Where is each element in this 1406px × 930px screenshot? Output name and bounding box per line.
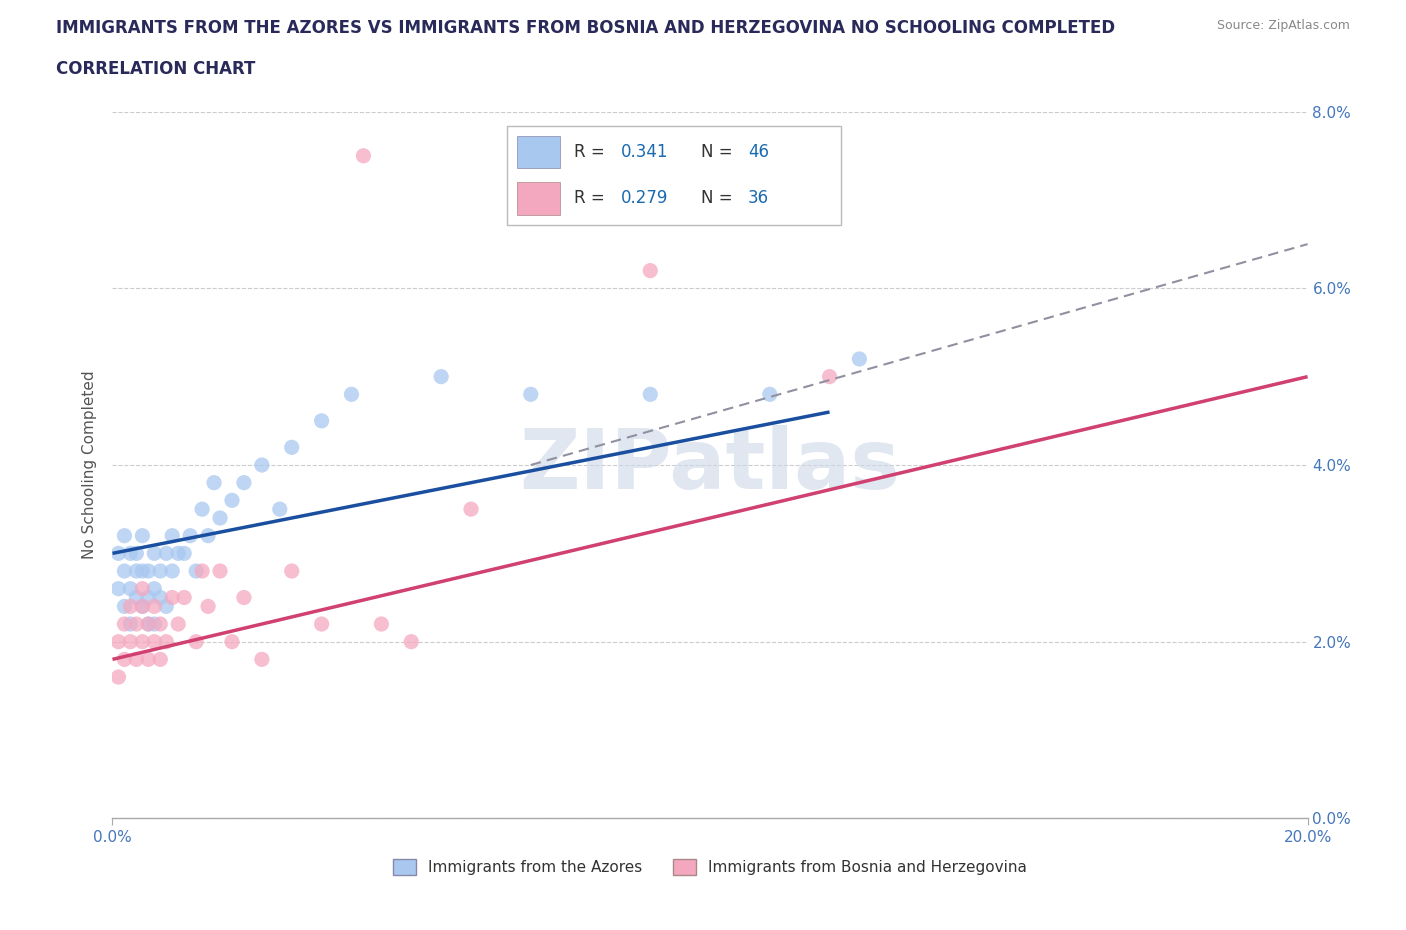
- Point: [131, 528, 153, 543]
- Point: [143, 546, 166, 561]
- Point: [125, 652, 148, 667]
- Point: [143, 617, 166, 631]
- Point: [114, 617, 135, 631]
- Point: [131, 634, 153, 649]
- Point: [430, 369, 453, 384]
- Point: [138, 564, 160, 578]
- Point: [209, 564, 232, 578]
- Point: [131, 564, 153, 578]
- Point: [197, 599, 219, 614]
- Point: [107, 634, 129, 649]
- Point: [209, 511, 232, 525]
- Point: [401, 634, 423, 649]
- Text: IMMIGRANTS FROM THE AZORES VS IMMIGRANTS FROM BOSNIA AND HERZEGOVINA NO SCHOOLIN: IMMIGRANTS FROM THE AZORES VS IMMIGRANTS…: [56, 19, 1115, 36]
- Point: [138, 617, 160, 631]
- Point: [149, 564, 172, 578]
- Point: [107, 581, 129, 596]
- Text: Source: ZipAtlas.com: Source: ZipAtlas.com: [1216, 19, 1350, 32]
- Point: [120, 634, 142, 649]
- Point: [143, 634, 166, 649]
- Point: [640, 263, 662, 278]
- Point: [162, 591, 183, 605]
- Point: [173, 591, 195, 605]
- Point: [202, 475, 225, 490]
- Point: [120, 599, 142, 614]
- Point: [155, 634, 177, 649]
- Point: [353, 149, 375, 164]
- Point: [311, 617, 333, 631]
- Point: [281, 564, 304, 578]
- Point: [114, 564, 135, 578]
- Point: [155, 546, 177, 561]
- Point: [179, 528, 201, 543]
- Text: CORRELATION CHART: CORRELATION CHART: [56, 60, 256, 78]
- Point: [370, 617, 392, 631]
- Point: [125, 591, 148, 605]
- Point: [233, 475, 256, 490]
- Point: [125, 617, 148, 631]
- Point: [186, 634, 208, 649]
- Point: [186, 564, 208, 578]
- Point: [167, 617, 190, 631]
- Point: [125, 546, 148, 561]
- Point: [149, 652, 172, 667]
- Point: [311, 414, 333, 429]
- Point: [162, 564, 183, 578]
- Point: [250, 652, 273, 667]
- Point: [162, 528, 183, 543]
- Point: [221, 634, 243, 649]
- Point: [149, 591, 172, 605]
- Legend: Immigrants from the Azores, Immigrants from Bosnia and Herzegovina: Immigrants from the Azores, Immigrants f…: [387, 853, 1033, 882]
- Point: [107, 546, 129, 561]
- Point: [131, 599, 153, 614]
- Point: [125, 564, 148, 578]
- Point: [191, 564, 214, 578]
- Point: [640, 387, 662, 402]
- Point: [281, 440, 304, 455]
- Point: [120, 581, 142, 596]
- Point: [818, 369, 841, 384]
- Point: [120, 546, 142, 561]
- Point: [143, 581, 166, 596]
- Point: [114, 652, 135, 667]
- Point: [460, 502, 482, 517]
- Point: [520, 387, 543, 402]
- Point: [114, 599, 135, 614]
- Y-axis label: No Schooling Completed: No Schooling Completed: [82, 371, 97, 559]
- Point: [114, 528, 135, 543]
- Point: [191, 502, 214, 517]
- Point: [149, 617, 172, 631]
- Point: [138, 652, 160, 667]
- Point: [759, 387, 782, 402]
- Point: [120, 617, 142, 631]
- Point: [155, 599, 177, 614]
- Point: [848, 352, 870, 366]
- Text: ZIPatlas: ZIPatlas: [520, 424, 900, 506]
- Point: [340, 387, 363, 402]
- Point: [143, 599, 166, 614]
- Point: [131, 599, 153, 614]
- Point: [107, 670, 129, 684]
- Point: [131, 581, 153, 596]
- Point: [250, 458, 273, 472]
- Point: [167, 546, 190, 561]
- Point: [233, 591, 256, 605]
- Point: [221, 493, 243, 508]
- Point: [173, 546, 195, 561]
- Point: [197, 528, 219, 543]
- Point: [138, 591, 160, 605]
- Point: [138, 617, 160, 631]
- Point: [269, 502, 291, 517]
